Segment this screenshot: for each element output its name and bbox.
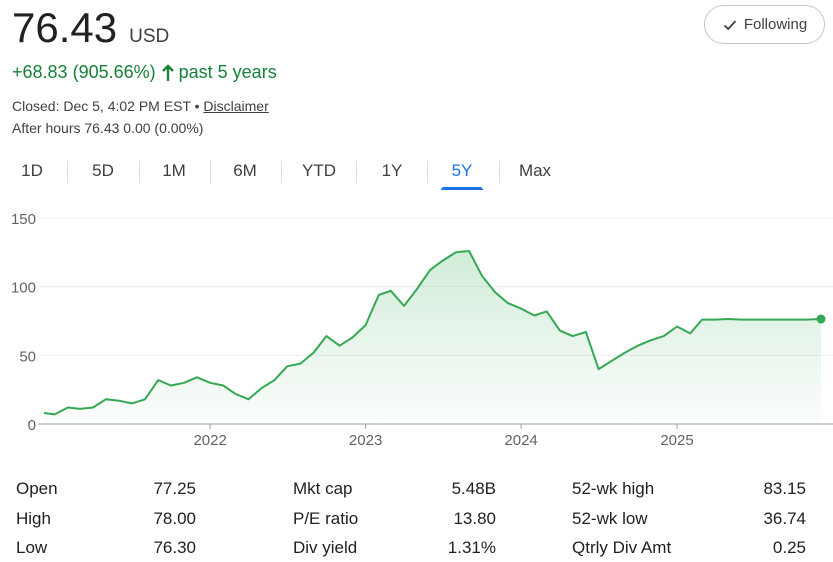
status-separator: • bbox=[190, 98, 204, 114]
stat-label-pe-ratio: P/E ratio bbox=[293, 509, 359, 528]
stat-label-qtrly-div: Qtrly Div Amt bbox=[572, 538, 672, 557]
price-line bbox=[43, 250, 822, 416]
stat-label-div-yield: Div yield bbox=[293, 538, 358, 557]
stat-value-high: 78.00 bbox=[153, 509, 196, 528]
tab-label: 1D bbox=[21, 161, 43, 180]
y-tick-label: 0 bbox=[28, 417, 36, 434]
stat-value-mkt-cap: 5.48B bbox=[451, 479, 496, 498]
stat-value-div-yield: 1.31% bbox=[447, 538, 496, 557]
x-tick-label: 2022 bbox=[193, 432, 226, 449]
tab-label: YTD bbox=[302, 161, 336, 180]
price-area-fill bbox=[44, 251, 821, 424]
tab-5y[interactable]: 5Y bbox=[441, 152, 483, 190]
current-price-marker bbox=[816, 314, 826, 324]
tab-1y[interactable]: 1Y bbox=[370, 152, 414, 190]
tab-label: 5Y bbox=[451, 161, 473, 180]
stat-label-open: Open bbox=[16, 479, 58, 498]
stat-label-52wk-low: 52-wk low bbox=[572, 509, 648, 528]
disclaimer-link[interactable]: Disclaimer bbox=[203, 98, 269, 114]
tab-label: 1M bbox=[162, 161, 186, 180]
tab-ytd[interactable]: YTD bbox=[294, 152, 344, 190]
stat-value-52wk-high: 83.15 bbox=[763, 479, 806, 498]
stat-label-52wk-high: 52-wk high bbox=[572, 479, 655, 498]
tab-5d[interactable]: 5D bbox=[80, 152, 126, 190]
currency-label: USD bbox=[129, 26, 170, 47]
tab-label: 5D bbox=[92, 161, 114, 180]
y-tick-label: 150 bbox=[11, 211, 36, 228]
y-tick-label: 100 bbox=[11, 280, 36, 297]
time-range-tabs: 1D 5D 1M 6M YTD 1Y 5Y Max bbox=[0, 152, 560, 190]
stat-value-52wk-low: 36.74 bbox=[763, 509, 806, 528]
stat-label-high: High bbox=[16, 509, 51, 528]
tab-label: 1Y bbox=[381, 161, 403, 180]
price-chart[interactable]: 150 100 50 0 2022 2023 2024 2025 bbox=[0, 200, 833, 460]
after-hours-price: After hours 76.43 0.00 (0.00%) bbox=[12, 120, 204, 136]
following-button[interactable]: Following bbox=[704, 5, 825, 44]
stat-label-low: Low bbox=[16, 538, 48, 557]
tab-divider bbox=[281, 161, 282, 183]
change-period: past 5 years bbox=[178, 62, 277, 82]
price-header: 76.43 USD bbox=[12, 4, 169, 52]
tab-6m[interactable]: 6M bbox=[222, 152, 268, 190]
change-amount: +68.83 bbox=[12, 62, 68, 82]
tab-max[interactable]: Max bbox=[512, 152, 558, 190]
tab-divider bbox=[356, 161, 357, 183]
stat-value-qtrly-div: 0.25 bbox=[772, 538, 806, 557]
stat-label-mkt-cap: Mkt cap bbox=[293, 479, 353, 498]
tab-1m[interactable]: 1M bbox=[151, 152, 197, 190]
check-icon bbox=[723, 19, 736, 30]
closed-time: Closed: Dec 5, 4:02 PM EST bbox=[12, 98, 191, 114]
tab-divider bbox=[139, 161, 140, 183]
current-price: 76.43 bbox=[12, 4, 118, 51]
stat-value-pe-ratio: 13.80 bbox=[453, 509, 496, 528]
tab-divider bbox=[67, 161, 68, 183]
y-tick-label: 50 bbox=[19, 348, 36, 365]
x-tick-label: 2024 bbox=[504, 432, 537, 449]
tab-divider bbox=[427, 161, 428, 183]
stat-value-open: 77.25 bbox=[153, 479, 196, 498]
tab-divider bbox=[210, 161, 211, 183]
x-tick-label: 2025 bbox=[660, 432, 693, 449]
tab-1d[interactable]: 1D bbox=[10, 152, 54, 190]
change-percent: (905.66%) bbox=[72, 62, 156, 82]
price-change: +68.83 (905.66%) past 5 years bbox=[12, 62, 277, 83]
following-label: Following bbox=[743, 16, 808, 33]
x-tick-label: 2023 bbox=[349, 432, 382, 449]
market-status: Closed: Dec 5, 4:02 PM EST • Disclaimer bbox=[12, 98, 269, 114]
tab-label: 6M bbox=[233, 161, 257, 180]
tab-label: Max bbox=[518, 161, 552, 180]
stat-value-low: 76.30 bbox=[153, 538, 196, 557]
arrow-up-icon bbox=[161, 63, 174, 81]
tab-divider bbox=[499, 161, 500, 183]
